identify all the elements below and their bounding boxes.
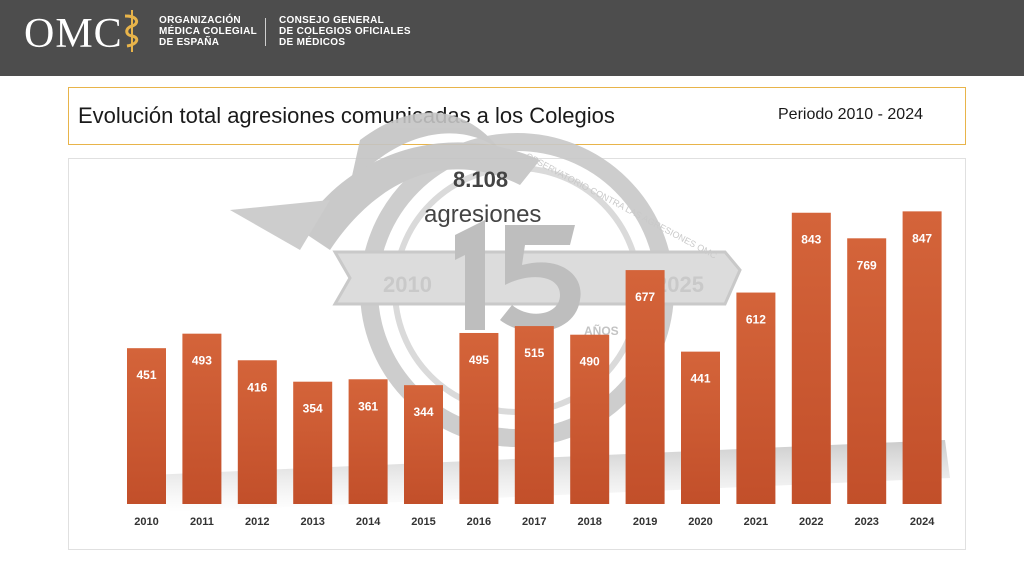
data-label-2014: 361: [358, 399, 378, 413]
data-label-2020: 441: [690, 372, 710, 386]
x-tick-2018: 2018: [577, 516, 601, 528]
bar-2018: [570, 334, 610, 504]
bar-2022: [791, 212, 831, 504]
data-label-2023: 769: [857, 258, 877, 272]
bar-2011: [182, 333, 222, 504]
x-tick-2015: 2015: [411, 516, 435, 528]
data-label-2015: 344: [413, 405, 433, 419]
council-name-line2: DE COLEGIOS OFICIALES: [279, 26, 411, 37]
data-label-2016: 495: [469, 353, 489, 367]
data-label-2011: 493: [192, 354, 212, 368]
omc-logo: OMC: [24, 11, 123, 57]
data-label-2013: 354: [303, 402, 323, 416]
watermark-anos-text: AÑOS: [584, 323, 619, 338]
council-name: CONSEJO GENERAL DE COLEGIOS OFICIALES DE…: [279, 15, 411, 48]
bar-2023: [847, 238, 887, 505]
bar-2021: [736, 292, 776, 504]
bar-2017: [514, 326, 554, 504]
council-name-line3: DE MÉDICOS: [279, 37, 346, 48]
org-name-line3: DE ESPAÑA: [159, 37, 220, 48]
data-label-2022: 843: [801, 233, 821, 247]
x-tick-2022: 2022: [799, 516, 823, 528]
x-tick-2010: 2010: [134, 516, 158, 528]
period-label: Periodo 2010 - 2024: [778, 106, 923, 123]
x-tick-2023: 2023: [854, 516, 878, 528]
x-tick-2014: 2014: [356, 516, 381, 528]
x-tick-2017: 2017: [522, 516, 546, 528]
data-label-2018: 490: [580, 355, 600, 369]
org-name: ORGANIZACIÓN MÉDICA COLEGIAL DE ESPAÑA: [159, 15, 257, 48]
x-tick-2019: 2019: [633, 516, 657, 528]
data-label-2024: 847: [912, 231, 932, 245]
bar-2015: [404, 385, 443, 504]
x-tick-2012: 2012: [245, 516, 269, 528]
total-agresiones-value: 8.108: [453, 167, 509, 192]
council-name-line1: CONSEJO GENERAL: [279, 15, 385, 26]
x-tick-2011: 2011: [190, 516, 214, 528]
x-tick-2020: 2020: [688, 516, 712, 528]
header-bar: OMC ORGANIZACIÓN MÉDICA COLEGIAL DE ESPA…: [0, 0, 1024, 76]
bar-2024: [902, 211, 942, 504]
chart-title: Evolución total agresiones comunicadas a…: [78, 103, 615, 128]
bar-2014: [348, 379, 388, 504]
header-divider: [265, 18, 266, 46]
bar-2010: [127, 348, 166, 504]
data-label-2019: 677: [635, 290, 655, 304]
bar-2020: [681, 351, 720, 504]
x-tick-2021: 2021: [744, 516, 768, 528]
total-agresiones-label: agresiones: [424, 201, 542, 228]
bar-2019: [625, 270, 665, 504]
org-name-line1: ORGANIZACIÓN: [159, 15, 241, 26]
x-tick-2024: 2024: [910, 516, 935, 528]
x-tick-2016: 2016: [467, 516, 491, 528]
bar-2012: [237, 360, 277, 504]
data-label-2021: 612: [746, 313, 766, 327]
org-name-line2: MÉDICA COLEGIAL: [159, 26, 258, 37]
data-label-2010: 451: [136, 368, 156, 382]
x-tick-2013: 2013: [300, 516, 324, 528]
watermark-year-start: 2010: [383, 272, 432, 297]
data-label-2012: 416: [247, 380, 267, 394]
data-label-2017: 515: [524, 346, 544, 360]
caduceus-icon: [124, 10, 139, 52]
bar-2016: [459, 332, 499, 504]
bar-2013: [293, 381, 333, 504]
